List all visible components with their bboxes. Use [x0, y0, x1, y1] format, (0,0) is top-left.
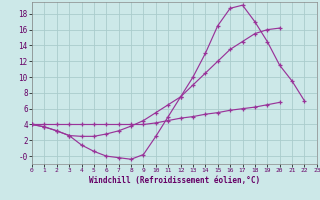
X-axis label: Windchill (Refroidissement éolien,°C): Windchill (Refroidissement éolien,°C) — [89, 176, 260, 185]
